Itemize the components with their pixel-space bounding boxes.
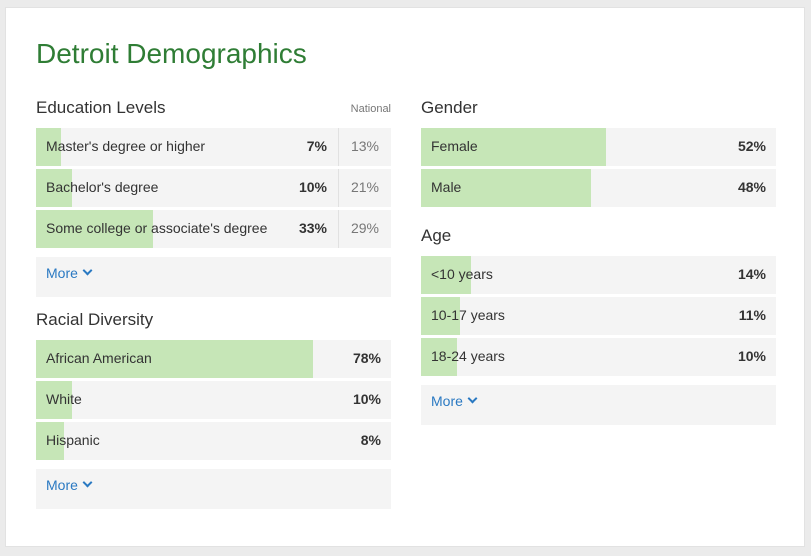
gender-header: Gender [421,98,776,128]
row-value: 11% [738,307,766,323]
education-bar-masters [36,128,61,166]
gender-rows: Female 52% Male 48% [421,128,776,207]
row-label: Master's degree or higher [46,138,206,154]
right-column: Gender Female 52% Male 48% Age <10 years… [421,98,776,425]
row-value: 10% [737,348,766,364]
row-value: 14% [737,266,766,282]
row-national-value: 29% [338,210,391,248]
more-label: More [46,477,78,493]
row-label: Female [431,138,478,154]
more-label: More [431,393,463,409]
racial-bar-hispanic [36,422,65,460]
more-label: More [46,265,78,281]
racial-row-african-american: African American 78% [36,340,391,378]
row-label: Hispanic [46,432,100,448]
row-value: 48% [737,179,766,195]
national-column-label: National [350,103,391,115]
row-label: Bachelor's degree [46,179,159,195]
row-label: Male [431,179,462,195]
row-value: 33% [298,220,327,236]
education-title: Education Levels [36,98,166,117]
age-title: Age [421,226,452,245]
row-label: White [46,391,82,407]
education-bar-bachelors [36,169,72,207]
left-column: Education Levels National Master's degre… [36,98,391,509]
row-label: African American [46,350,152,366]
education-header: Education Levels National [36,98,391,128]
racial-header: Racial Diversity [36,310,391,340]
racial-bar-white [36,381,72,419]
age-row-10-17: 10-17 years 11% [421,297,776,335]
racial-more-panel: More [36,469,391,509]
education-row-some-college: Some college or associate's degree 33% 2… [36,210,391,248]
row-value: 78% [352,350,381,366]
age-rows: <10 years 14% 10-17 years 11% 18-24 year… [421,256,776,376]
row-value: 52% [737,138,766,154]
row-label: 10-17 years [431,307,505,323]
racial-row-hispanic: Hispanic 8% [36,422,391,460]
row-value: 8% [360,432,381,448]
education-rows: Master's degree or higher 7% 13% Bachelo… [36,128,391,248]
gender-row-female: Female 52% [421,128,776,166]
racial-bar-african-american [36,340,313,378]
age-bar-18-24 [421,338,457,376]
row-value: 10% [352,391,381,407]
row-national-value: 13% [338,128,391,166]
page-title: Detroit Demographics [36,38,307,69]
education-more-panel: More [36,257,391,297]
age-more-panel: More [421,385,776,425]
age-more-link[interactable]: More [431,393,478,409]
gender-bar-female [421,128,606,166]
row-label: 18-24 years [431,348,505,364]
education-row-bachelors: Bachelor's degree 10% 21% [36,169,391,207]
age-row-under-10: <10 years 14% [421,256,776,294]
row-label: Some college or associate's degree [46,220,268,236]
education-more-link[interactable]: More [46,265,93,281]
age-bar-under-10 [421,256,471,294]
racial-rows: African American 78% White 10% Hispanic … [36,340,391,460]
age-bar-10-17 [421,297,461,335]
chevron-down-icon [82,265,93,276]
row-value: 7% [306,138,327,154]
gender-row-male: Male 48% [421,169,776,207]
gender-bar-male [421,169,592,207]
row-value: 10% [298,179,327,195]
demographics-card: Detroit Demographics Education Levels Na… [5,7,805,547]
racial-row-white: White 10% [36,381,391,419]
age-header: Age [421,226,776,256]
racial-more-link[interactable]: More [46,477,93,493]
education-bar-some-college [36,210,154,248]
chevron-down-icon [82,477,93,488]
row-label: <10 years [431,266,493,282]
age-row-18-24: 18-24 years 10% [421,338,776,376]
racial-title: Racial Diversity [36,310,154,329]
chevron-down-icon [467,393,478,404]
row-national-value: 21% [338,169,391,207]
education-row-masters: Master's degree or higher 7% 13% [36,128,391,166]
gender-title: Gender [421,98,478,117]
